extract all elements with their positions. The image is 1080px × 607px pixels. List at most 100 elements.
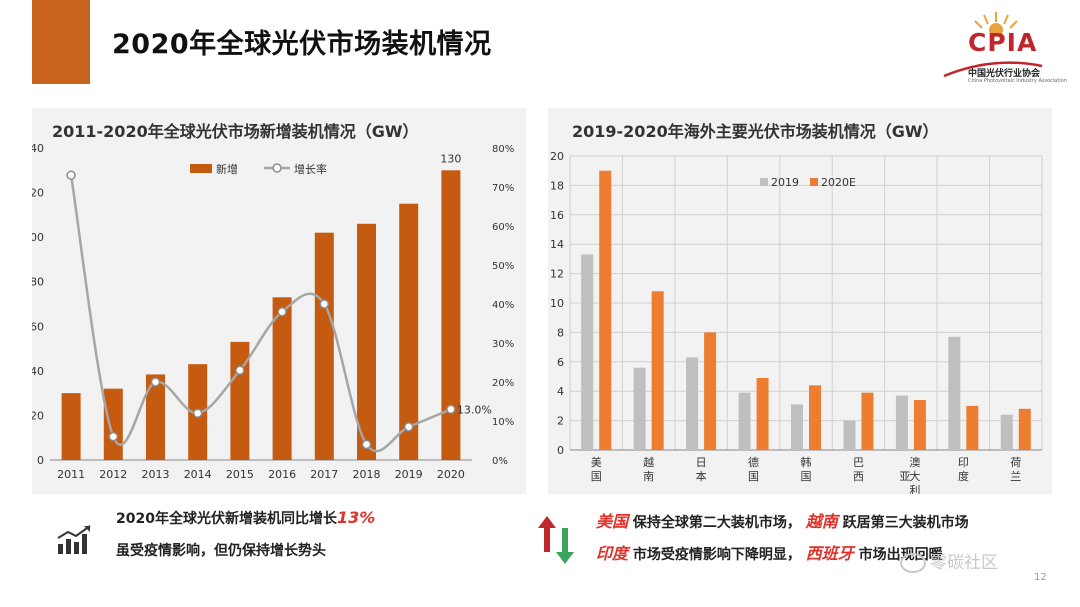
bar-new-2011 — [61, 393, 81, 460]
x-tick-label: 2012 — [99, 468, 127, 481]
right-note-line2: 印度 市场受疫情影响下降明显， 西班牙 市场出现回暖 — [596, 540, 943, 564]
left-y-tick: 80 — [32, 276, 44, 289]
bar-2020E-德国 — [756, 377, 769, 450]
up-down-arrows-icon — [538, 516, 574, 564]
left-y-tick: 60 — [32, 320, 44, 333]
x-tick-label: 大 — [909, 469, 920, 483]
bar-new-2018 — [357, 223, 376, 460]
growth-chart-icon — [57, 525, 91, 554]
bar-2020E-美国 — [599, 170, 612, 450]
bar-2019-韩国 — [791, 404, 803, 450]
left-note-text: 2020年全球光伏新增装机同比增长 — [116, 511, 337, 527]
growth-rate-point-2017 — [319, 299, 330, 309]
right-y-tick: 18 — [550, 179, 564, 192]
bar-new-2012 — [103, 388, 123, 460]
bar-2019-印度 — [948, 336, 961, 450]
legend-swatch-2019 — [760, 178, 768, 186]
bar-2020E-日本 — [704, 332, 717, 450]
right-y-tick: 30% — [492, 339, 514, 350]
x-tick-label: 德 — [748, 455, 759, 469]
right-y-tick: 10 — [550, 297, 564, 310]
growth-rate-point-2020 — [446, 404, 456, 415]
bar-2020E-巴西 — [861, 392, 874, 450]
logo-subtitle: 中国光伏行业协会 — [968, 69, 1041, 79]
bar-2019-巴西 — [843, 420, 856, 450]
x-tick-label: 2011 — [57, 468, 85, 481]
x-tick-label: 荷 — [1010, 456, 1021, 469]
highlight-usa: 美国 — [596, 512, 629, 531]
left-chart: 0 20 40 60 80 100 120 140 0% 10% 20% 30% 40% 50% 60% 70… — [32, 142, 514, 481]
x-tick-label: 澳 — [909, 456, 920, 469]
growth-rate-point-2019 — [403, 422, 414, 432]
legend-label-2019: 2019 — [771, 176, 799, 189]
bar-2020E-韩国 — [809, 385, 821, 450]
left-y-tick: 100 — [32, 231, 44, 244]
legend-swatch-new — [190, 164, 212, 173]
x-tick-label: 越 — [643, 455, 654, 469]
highlight-vietnam: 越南 — [805, 512, 838, 531]
right-y-tick: 70% — [492, 183, 514, 194]
bar-2019-越南 — [633, 367, 646, 450]
bar-2019-美国 — [581, 254, 594, 450]
left-y-tick: 120 — [32, 187, 44, 200]
left-chart-title: 2011-2020年全球光伏市场新增装机情况（GW） — [52, 122, 419, 141]
bar-2020E-印度 — [966, 405, 979, 450]
right-y-tick: 16 — [550, 209, 564, 222]
bar-2019-日本 — [686, 357, 699, 450]
right-y-tick: 60% — [492, 222, 514, 233]
logo-name: CPIA — [968, 28, 1038, 57]
right-y-tick: 20% — [492, 378, 514, 389]
left-y-tick: 40 — [32, 365, 44, 378]
x-tick-label: 国 — [748, 470, 759, 483]
left-note-line1: 2020年全球光伏新增装机同比增长13% — [116, 508, 375, 528]
legend-swatch-2020E — [810, 178, 818, 186]
legend-label-new: 新增 — [216, 162, 238, 176]
x-tick-label: 2020 — [437, 468, 465, 481]
right-y-tick: 10% — [492, 417, 514, 428]
left-note-highlight: 13% — [336, 508, 376, 527]
legend-label-rate: 增长率 — [294, 162, 327, 176]
x-tick-label: 2016 — [268, 468, 296, 481]
x-tick-label: 日 — [696, 456, 707, 469]
x-tick-label: 2014 — [184, 468, 212, 481]
right-y-tick: 50% — [492, 261, 514, 272]
x-tick-label: 2017 — [310, 468, 338, 481]
x-tick-label: 美 — [591, 456, 602, 469]
left-y-tick: 0 — [37, 454, 44, 467]
x-tick-label: 亚 — [899, 470, 910, 483]
x-tick-label: 韩 — [801, 455, 812, 469]
legend-label-2020E: 2020E — [821, 176, 856, 189]
bar-data-label: 130 — [440, 152, 461, 165]
x-tick-label: 国 — [801, 470, 812, 483]
left-y-tick: 140 — [32, 142, 44, 155]
x-tick-label: 2013 — [142, 468, 170, 481]
growth-rate-point-2014 — [192, 408, 203, 418]
bar-new-2019 — [399, 203, 419, 460]
bar-2019-德国 — [738, 392, 751, 450]
x-tick-label: 2015 — [226, 468, 254, 481]
left-note-line2: 虽受疫情影响，但仍保持增长势头 — [116, 543, 326, 559]
x-tick-label: 西 — [853, 470, 864, 483]
growth-rate-point-2012 — [108, 431, 119, 442]
right-note-line1: 美国 保持全球第二大装机市场， 越南 跃居第三大装机市场 — [596, 508, 969, 532]
right-chart-title: 2019-2020年海外主要光伏市场装机情况（GW） — [572, 122, 939, 141]
bar-2019-荷兰 — [1000, 414, 1013, 450]
right-note-text1: 保持全球第二大装机市场， — [632, 515, 801, 531]
right-y-tick: 40% — [492, 300, 514, 311]
cpia-logo-icon — [943, 12, 1043, 78]
left-y-tick: 20 — [32, 409, 44, 422]
growth-rate-point-2015 — [235, 365, 245, 376]
logo-subtitle-en: China Photovoltaic Industry Association — [968, 78, 1067, 84]
right-y-tick: 20 — [550, 150, 564, 163]
bar-2020E-越南 — [651, 291, 664, 450]
growth-rate-line — [69, 175, 452, 453]
rate-data-label: 13.0% — [457, 403, 492, 416]
accent-block — [32, 0, 90, 84]
x-tick-label: 巴 — [853, 456, 864, 469]
x-tick-label: 度 — [958, 469, 969, 483]
right-y-tick: 12 — [550, 268, 564, 281]
right-y-tick: 0 — [557, 444, 564, 457]
legend-marker-rate — [272, 163, 282, 173]
x-tick-label: 2019 — [395, 468, 423, 481]
